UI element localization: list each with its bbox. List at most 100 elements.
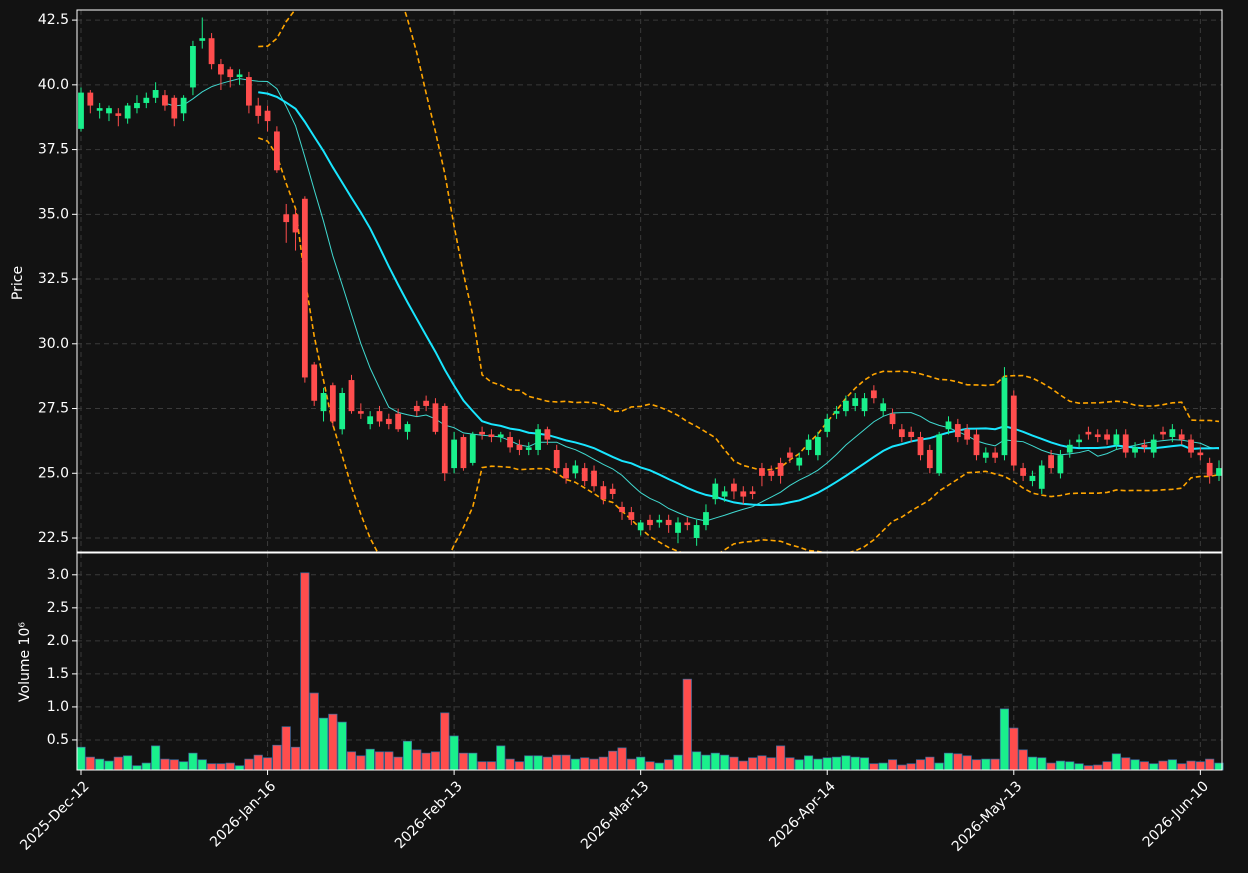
y-axis-label: Price xyxy=(10,266,26,300)
candle-body xyxy=(115,113,122,116)
candle-body xyxy=(964,429,971,440)
volume-bar xyxy=(748,757,758,771)
candle-body xyxy=(469,434,476,463)
grid xyxy=(72,10,1222,775)
candle-body xyxy=(292,214,299,233)
candle-body xyxy=(898,429,905,438)
candle-body xyxy=(637,522,644,531)
candle-body xyxy=(647,519,653,526)
candle-body xyxy=(1029,475,1036,482)
candle-body xyxy=(992,452,999,458)
candle-body xyxy=(255,105,262,116)
candle-body xyxy=(1020,468,1027,476)
candle-body xyxy=(413,405,420,412)
volume-bar xyxy=(943,752,954,771)
candle-body xyxy=(563,468,569,479)
candle-body xyxy=(1122,434,1129,453)
candle-body xyxy=(227,69,234,78)
candle-body xyxy=(479,431,485,435)
y-tick-label: 32.5 xyxy=(38,271,69,287)
candle-body xyxy=(749,491,756,494)
volume-bar xyxy=(235,765,245,771)
volume-bar xyxy=(468,752,478,771)
volume-bar xyxy=(1102,761,1112,771)
candle-body xyxy=(152,90,159,98)
volume-bar xyxy=(934,762,944,771)
volume-bar xyxy=(421,752,431,771)
volume-bar xyxy=(458,752,468,771)
volume-bar xyxy=(766,757,776,771)
candle-body xyxy=(1066,444,1073,453)
volume-bar xyxy=(1065,761,1075,771)
volume-bar xyxy=(887,759,898,771)
volume-bar xyxy=(542,756,552,771)
candle-body xyxy=(889,413,896,425)
volume-bar xyxy=(664,759,674,771)
volume-bar xyxy=(169,759,179,771)
volume-bar xyxy=(832,756,842,771)
volume-bar xyxy=(1093,764,1103,771)
volume-bar xyxy=(654,762,664,771)
volume-bar xyxy=(1046,762,1056,771)
volume-bar xyxy=(1130,759,1140,771)
candle-body xyxy=(432,403,439,432)
volume-bar xyxy=(1149,763,1159,771)
candle-body xyxy=(600,486,607,500)
candle-body xyxy=(768,470,775,476)
candle-body xyxy=(1104,434,1110,440)
candle-body xyxy=(199,38,206,41)
candle-body xyxy=(218,64,224,75)
volume-bar xyxy=(626,758,636,771)
volume-bar xyxy=(374,751,385,771)
volume-bar xyxy=(449,735,459,771)
candle-body xyxy=(357,411,364,414)
candle-body xyxy=(1085,431,1092,435)
price-frame xyxy=(76,9,1223,553)
volume-bar xyxy=(486,761,496,771)
candle-body xyxy=(348,380,355,412)
candle-body xyxy=(954,424,961,438)
candle-body xyxy=(376,411,383,422)
volume-bar xyxy=(720,754,730,771)
candle-body xyxy=(1141,444,1148,448)
volume-bar xyxy=(197,759,207,771)
candle-body xyxy=(96,108,103,111)
volume-bar xyxy=(878,762,888,771)
candle-body xyxy=(460,437,467,469)
candle-body xyxy=(190,45,196,88)
candle-body xyxy=(1160,431,1166,435)
bollinger-upper xyxy=(258,10,1220,472)
volume-bar xyxy=(309,692,319,771)
volume-bar xyxy=(318,717,329,771)
volume-bar xyxy=(673,754,683,771)
volume-bar xyxy=(701,754,711,771)
candle-body xyxy=(796,457,803,466)
volume-bar xyxy=(1055,760,1065,771)
candle-body xyxy=(1150,439,1157,453)
y-tick-label: 22.5 xyxy=(38,530,69,546)
volume-bar xyxy=(393,756,403,771)
candle-body xyxy=(665,519,672,526)
candle-body xyxy=(78,92,84,129)
candle-body xyxy=(497,434,504,438)
candle-body xyxy=(731,483,737,492)
volume-bar xyxy=(785,757,795,771)
candle-body xyxy=(1197,452,1204,456)
volume-bar xyxy=(776,745,786,771)
volume-bar xyxy=(356,755,366,771)
candle-body xyxy=(693,525,700,539)
candle-body xyxy=(852,398,859,406)
volume-bar xyxy=(533,755,543,771)
volume-bar xyxy=(290,746,301,771)
candle-body xyxy=(311,364,318,401)
volume-bar xyxy=(188,752,198,771)
volume-bar xyxy=(859,757,870,771)
volume-bar xyxy=(207,763,217,771)
candle-body xyxy=(1001,377,1008,456)
volume-bar xyxy=(589,758,599,771)
candle-body xyxy=(395,413,402,430)
volume-bar xyxy=(225,762,235,771)
volume-bar xyxy=(1121,757,1131,771)
candle-body xyxy=(87,92,94,106)
